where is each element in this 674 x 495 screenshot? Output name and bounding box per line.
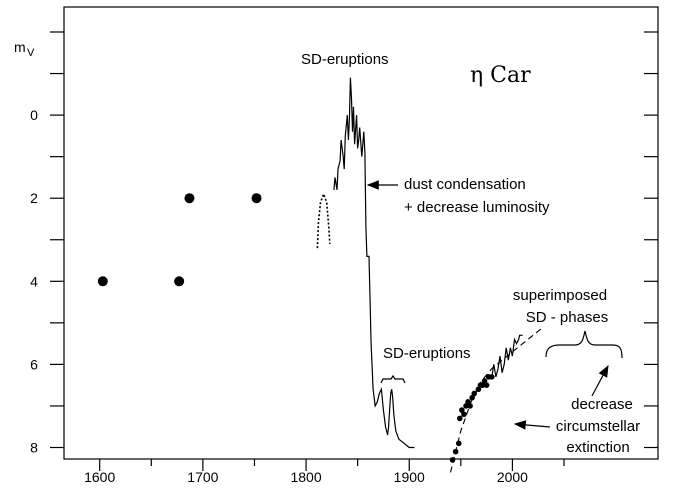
y-axis-label-subscript: V (27, 47, 35, 59)
y-tick-label-0: 0 (30, 107, 38, 123)
modern-point-6 (463, 403, 469, 409)
x-tick-label-1800: 1800 (290, 469, 321, 485)
modern-point-1 (452, 448, 459, 455)
historic-point-2 (184, 193, 195, 204)
y-tick-label-6: 6 (30, 356, 38, 372)
modern-point-0 (449, 457, 456, 463)
arrow-superimposed (591, 364, 609, 397)
annotation-sd-eruptions-top: SD-eruptions (301, 51, 389, 68)
chart-title: η Car (470, 63, 531, 88)
annotation-dust-line1: dust condensation (404, 176, 526, 193)
annotation-superimposed-line2: SD - phases (526, 309, 609, 326)
brace-sd-eruptions-mid (380, 374, 406, 384)
modern-point-4 (459, 407, 465, 413)
modern-point-13 (479, 382, 486, 388)
modern-point-11 (475, 386, 482, 393)
y-axis-label: m (14, 39, 26, 55)
series-layer (97, 77, 544, 473)
arrow-circumstellar (513, 420, 551, 430)
historic-point-1 (174, 276, 185, 287)
x-tick-label-1900: 1900 (394, 469, 425, 485)
annotation-circumstellar-line1: decrease (571, 396, 633, 413)
brace-superimposed (545, 330, 623, 359)
plot-frame (63, 6, 659, 460)
modern-point-5 (461, 411, 467, 418)
modern-point-17 (488, 374, 495, 380)
x-tick-label-2000: 2000 (497, 469, 528, 485)
x-tick-label-1600: 1600 (84, 469, 115, 485)
y-tick-label-4: 4 (30, 273, 38, 289)
modern-point-7 (465, 398, 471, 405)
axis-ticks (50, 31, 658, 471)
modern-point-3 (456, 415, 463, 422)
modern-point-9 (469, 394, 475, 401)
modern-point-2 (455, 440, 462, 447)
modern-point-8 (467, 403, 473, 409)
modern-light-curve (491, 334, 523, 378)
modern-point-14 (481, 378, 488, 384)
x-tick-label-1700: 1700 (187, 469, 218, 485)
y-tick-label-2: 2 (30, 190, 38, 206)
annotation-circumstellar-line2: circumstellar (556, 418, 640, 435)
modern-point-10 (471, 390, 478, 397)
axis-tick-labels: 1600 1700 1800 1900 2000 0 2 4 6 8 (30, 107, 528, 485)
annotation-circumstellar-line3: extinction (566, 439, 629, 456)
annotation-superimposed-line1: superimposed (513, 287, 607, 304)
historic-point-3 (251, 193, 262, 204)
early-dotted-arc (316, 191, 331, 249)
historic-point-0 (97, 276, 108, 287)
annotation-dust-line2: + decrease luminosity (404, 199, 550, 216)
annotation-sd-eruptions-mid: SD-eruptions (383, 345, 471, 362)
y-tick-label-8: 8 (30, 440, 38, 456)
great-eruption-light-curve (333, 77, 415, 449)
modern-point-15 (483, 382, 490, 388)
